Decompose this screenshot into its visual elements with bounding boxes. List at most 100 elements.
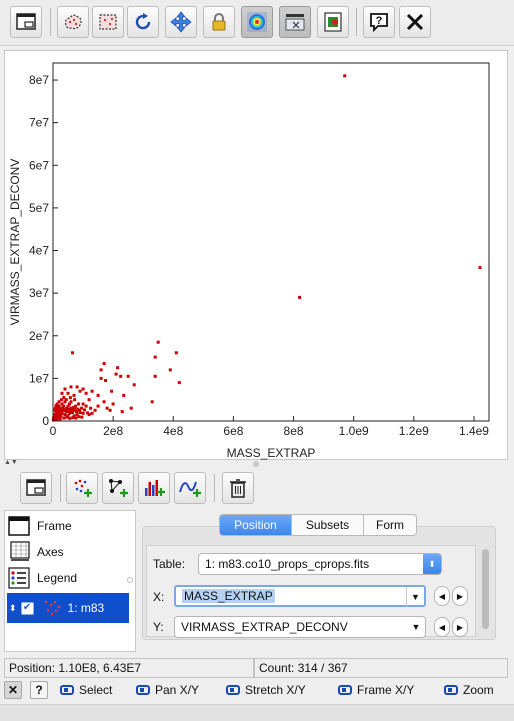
delete-layer-icon[interactable] (222, 472, 254, 504)
x-column-field[interactable]: MASS_EXTRAP ▼ (174, 585, 426, 607)
layer-visible-checkbox[interactable]: ✔ (20, 601, 34, 615)
hints-help-button[interactable]: ? (30, 681, 48, 699)
data-point (68, 416, 72, 420)
add-function-layer-icon[interactable] (174, 472, 206, 504)
x-axis: 0 2e8 4e8 6e8 8e8 1.0e9 1.2e9 1.4e9 (50, 416, 489, 438)
x-tick-label: 1.4e9 (459, 424, 489, 438)
data-point (174, 351, 178, 355)
layer-list-scroll-handle[interactable] (127, 577, 133, 583)
data-point (71, 411, 74, 414)
x-next-button[interactable]: ▶ (452, 586, 468, 606)
mouse-left-icon (60, 685, 74, 695)
hint-frame-label: Frame X/Y (357, 683, 415, 697)
splitter-grip-icon[interactable] (253, 461, 259, 467)
data-points (51, 74, 482, 422)
data-point (99, 368, 103, 372)
data-point (57, 400, 61, 404)
density-map-icon[interactable] (241, 6, 273, 38)
chevron-down-icon[interactable]: ▼ (411, 622, 421, 632)
chevron-down-icon[interactable]: ▼ (406, 587, 424, 607)
data-point (72, 408, 76, 412)
table-select[interactable]: 1: m83.co10_props_cprops.fits ⬍ (198, 553, 442, 575)
data-point (81, 387, 85, 391)
splitter-arrows-icon[interactable]: ▲▼ (4, 459, 18, 466)
data-point (60, 402, 64, 406)
y-previous-button[interactable]: ◀ (434, 617, 450, 637)
hint-select: Select (60, 681, 112, 699)
data-point (62, 416, 66, 420)
tab-position[interactable]: Position (220, 515, 292, 535)
frame-icon (8, 516, 30, 536)
select-arrows-icon[interactable]: ⬍ (423, 554, 441, 574)
y-tick-label: 6e7 (29, 158, 49, 172)
lock-axes-icon[interactable] (203, 6, 235, 38)
data-point (65, 415, 69, 419)
data-point (150, 400, 154, 404)
data-point (59, 410, 62, 414)
form-scrollbar-thumb[interactable] (482, 549, 489, 629)
data-point (68, 411, 71, 415)
data-point (87, 413, 91, 417)
layer-item-legend[interactable]: Legend (7, 565, 129, 591)
data-point (66, 404, 70, 408)
data-point (58, 407, 62, 411)
data-point (78, 408, 81, 412)
data-point (86, 411, 90, 415)
x-previous-button[interactable]: ◀ (434, 586, 450, 606)
window-export-icon[interactable] (10, 6, 42, 38)
hint-frame: Frame X/Y (338, 681, 414, 699)
data-point (69, 400, 73, 404)
layer-item-axes[interactable]: Axes (7, 539, 129, 565)
data-point (56, 415, 60, 419)
table-select-value: 1: m83.co10_props_cprops.fits (205, 557, 370, 571)
data-point (122, 393, 126, 397)
data-point (54, 407, 58, 411)
layer-toolbar (0, 468, 514, 508)
data-point (129, 406, 133, 410)
plot-panel[interactable]: 0 2e8 4e8 6e8 8e8 1.0e9 1.2e9 1.4e9 0 1e7 2e7 3e7 4… (4, 50, 508, 460)
export-image-icon[interactable] (317, 6, 349, 38)
data-point (53, 413, 57, 417)
help-icon[interactable]: ? (363, 6, 395, 38)
subset-cloud-icon[interactable] (57, 6, 89, 38)
drag-handle-icon[interactable]: ⬍ (9, 602, 17, 613)
navigate-arrows-icon[interactable] (165, 6, 197, 38)
add-mark-layer-icon[interactable] (66, 472, 98, 504)
data-point (69, 385, 73, 389)
data-point (55, 402, 59, 406)
data-point (89, 406, 93, 410)
scatter-plot[interactable]: 0 2e8 4e8 6e8 8e8 1.0e9 1.2e9 1.4e9 0 1e7 2e7 3e7 4… (5, 51, 509, 461)
form-scrollbar[interactable] (480, 547, 490, 635)
split-pane-divider[interactable]: ▲▼ (0, 459, 514, 468)
add-histogram-layer-icon[interactable] (138, 472, 170, 504)
data-point (74, 404, 78, 408)
close-icon[interactable] (399, 6, 431, 38)
layer-item-plot[interactable]: ⬍ ✔ 1: m83 (7, 593, 129, 623)
tab-subsets[interactable]: Subsets (292, 515, 364, 535)
layer-item-frame[interactable]: Frame (7, 513, 129, 539)
data-point (75, 385, 79, 389)
data-point (90, 389, 94, 393)
add-pair-layer-icon[interactable] (102, 472, 134, 504)
subset-region-icon[interactable] (92, 6, 124, 38)
y-next-button[interactable]: ▶ (452, 617, 468, 637)
rescale-icon[interactable] (127, 6, 159, 38)
float-window-icon[interactable] (20, 472, 52, 504)
hide-hints-button[interactable]: ✕ (4, 681, 22, 699)
sketch-toggle-icon[interactable] (279, 6, 311, 38)
y-column-field[interactable]: VIRMASS_EXTRAP_DECONV ▼ (174, 616, 426, 638)
data-point (153, 355, 157, 359)
tab-form[interactable]: Form (376, 518, 404, 532)
x-tick-label: 1.0e9 (339, 424, 369, 438)
data-point (68, 402, 71, 406)
mouse-wheel-icon (444, 685, 458, 695)
layer-label-legend: Legend (37, 571, 78, 585)
data-point (78, 389, 82, 393)
y-axis: 0 1e7 2e7 3e7 4e7 5e7 6e7 7e7 8e7 (29, 73, 58, 428)
data-point (102, 362, 106, 365)
data-point (59, 414, 63, 418)
data-point (96, 393, 100, 397)
data-point (64, 408, 68, 411)
data-point (75, 413, 79, 417)
data-point (75, 410, 78, 414)
